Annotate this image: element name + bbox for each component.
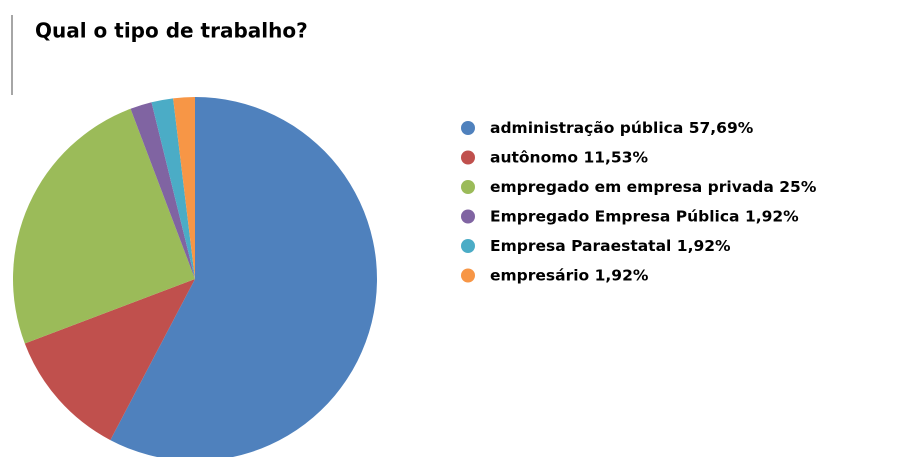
chart-title: Qual o tipo de trabalho? bbox=[35, 19, 308, 43]
legend-marker bbox=[461, 268, 475, 283]
legend-label: empresário 1,92% bbox=[490, 266, 649, 284]
pie-slice bbox=[12, 108, 195, 344]
pie-slice bbox=[173, 97, 195, 279]
legend-value: 1,92% bbox=[677, 237, 731, 255]
legend-value: 1,92% bbox=[595, 266, 649, 284]
legend-label: administração pública 57,69% bbox=[490, 119, 754, 137]
legend-value: 11,53% bbox=[583, 148, 648, 166]
pie-slice bbox=[151, 98, 195, 279]
legend-name: empregado em empresa privada bbox=[490, 178, 774, 196]
legend-value: 57,69% bbox=[689, 119, 754, 137]
legend-label: Empresa Paraestatal 1,92% bbox=[490, 237, 731, 255]
pie-slice bbox=[110, 97, 377, 457]
pie-slice bbox=[130, 102, 195, 279]
legend-marker bbox=[461, 150, 475, 165]
legend-name: administração pública bbox=[490, 119, 683, 137]
legend-marker bbox=[461, 121, 475, 135]
legend-name: empresário bbox=[490, 266, 589, 284]
legend-value: 1,92% bbox=[745, 207, 799, 225]
legend-marker bbox=[461, 239, 475, 253]
legend-name: Empresa Paraestatal bbox=[490, 237, 671, 255]
legend-value: 25% bbox=[779, 178, 817, 196]
legend-label: empregado em empresa privada 25% bbox=[490, 178, 817, 196]
legend-marker bbox=[461, 180, 475, 194]
legend-name: autônomo bbox=[490, 148, 578, 166]
pie-slice bbox=[24, 279, 195, 441]
legend-label: autônomo 11,53% bbox=[490, 148, 648, 166]
legend-marker bbox=[461, 209, 475, 224]
legend-label: Empregado Empresa Pública 1,92% bbox=[490, 207, 799, 225]
legend-name: Empregado Empresa Pública bbox=[490, 207, 740, 225]
